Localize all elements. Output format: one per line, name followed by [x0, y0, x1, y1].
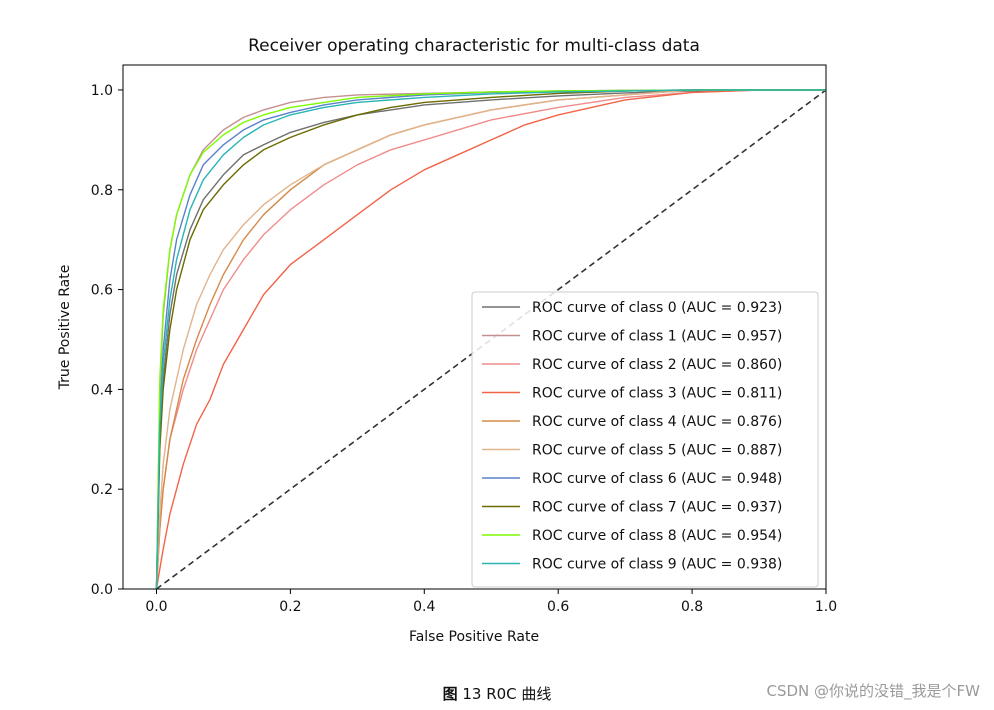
roc-curve-class-8 [155, 89, 826, 590]
figure-caption: 图 13 R0C 曲线 [0, 683, 994, 704]
roc-curve-class-9 [155, 89, 826, 590]
y-axis: 0.0 0.2 0.4 0.6 0.8 1.0 [91, 83, 123, 598]
legend-label: ROC curve of class 6 (AUC = 0.948) [532, 471, 782, 487]
legend-label: ROC curve of class 2 (AUC = 0.860) [532, 357, 782, 373]
caption-figure-label: 图 [442, 685, 458, 703]
x-tick-label: 0.2 [279, 599, 301, 615]
legend-label: ROC curve of class 8 (AUC = 0.954) [532, 528, 782, 544]
x-axis: 0.0 0.2 0.4 0.6 0.8 1.0 [145, 589, 837, 615]
legend-label: ROC curve of class 9 (AUC = 0.938) [532, 557, 782, 573]
y-tick-label: 0.8 [91, 183, 113, 199]
legend-label: ROC curve of class 0 (AUC = 0.923) [532, 300, 782, 316]
y-tick-label: 0.0 [91, 582, 113, 598]
caption-text: 13 R0C 曲线 [462, 685, 552, 703]
y-axis-label: True Positive Rate [57, 265, 73, 391]
diagonal-line [155, 89, 827, 590]
legend-label: ROC curve of class 3 (AUC = 0.811) [532, 386, 782, 402]
legend-label: ROC curve of class 1 (AUC = 0.957) [532, 329, 782, 345]
y-tick-label: 1.0 [91, 83, 113, 99]
watermark: CSDN @你说的没错_我是个FW [766, 682, 981, 700]
roc-curve-class-7 [155, 89, 826, 590]
x-tick-label: 0.0 [145, 599, 167, 615]
roc-curve-class-3 [155, 89, 826, 590]
legend-label: ROC curve of class 5 (AUC = 0.887) [532, 443, 782, 459]
roc-chart: Receiver operating characteristic for mu… [57, 36, 837, 645]
roc-curve-class-0 [155, 89, 826, 590]
y-tick-label: 0.2 [91, 482, 113, 498]
series-layer [155, 89, 826, 590]
roc-curve-class-5 [155, 89, 826, 590]
x-tick-label: 1.0 [815, 599, 837, 615]
x-tick-label: 0.8 [681, 599, 703, 615]
y-tick-label: 0.6 [91, 283, 113, 299]
x-tick-label: 0.6 [547, 599, 569, 615]
legend-box [471, 291, 819, 588]
chart-title: Receiver operating characteristic for mu… [248, 36, 700, 56]
roc-curve-class-2 [155, 89, 826, 590]
legend: ROC curve of class 0 (AUC = 0.923) ROC cu… [471, 291, 819, 588]
diagonal-layer [155, 89, 827, 590]
plot-frame [122, 64, 827, 590]
x-tick-label: 0.4 [413, 599, 435, 615]
legend-label: ROC curve of class 7 (AUC = 0.937) [532, 500, 782, 516]
legend-label: ROC curve of class 4 (AUC = 0.876) [532, 414, 782, 430]
y-tick-label: 0.4 [91, 382, 113, 398]
x-axis-label: False Positive Rate [409, 629, 539, 645]
